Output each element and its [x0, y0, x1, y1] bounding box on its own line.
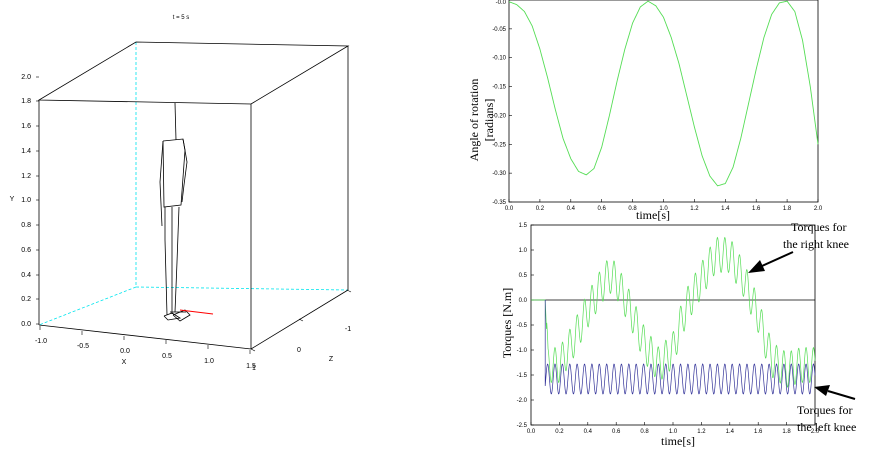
torque-y-tick-label: -2.0: [517, 398, 528, 404]
angle-line: [508, 0, 819, 187]
x-axis-label: X: [122, 359, 127, 366]
torque-x-tick-label: 2.0: [811, 429, 820, 435]
z-axis-label: Z: [329, 356, 334, 363]
torque-y-tick-label: 1.0: [519, 248, 528, 254]
arrow-left-knee: [814, 385, 856, 400]
torque-y-tick-label: -1.5: [517, 373, 528, 379]
angle-x-tick-label: 0.4: [567, 206, 576, 212]
annotation-right-knee-line1: Torques for: [791, 220, 846, 234]
angle-y-label-line1: Angle of rotation: [467, 79, 481, 162]
torque-y-tick-label: -2.5: [517, 423, 528, 429]
y-tick-label: 0.4: [21, 272, 31, 279]
angle-x-tick-label: 0.2: [536, 206, 545, 212]
z-axis-3d: 1 0 -1 Z: [250, 289, 351, 372]
angle-y-tick-label: -0.25: [492, 142, 506, 148]
torque-x-tick-label: 0.6: [612, 429, 621, 435]
angle-y-tick-label: -0.30: [492, 171, 506, 177]
y-tick-label: 1.2: [21, 173, 31, 180]
x-tick-label: -0.5: [77, 343, 89, 350]
angle-x-tick-label: 1.0: [659, 206, 668, 212]
y-tick-label: 0.6: [21, 247, 31, 254]
torque-x-ticks: 0.0 0.2 0.4 0.6 0.8 1.0 1.2 1.4 1.6 1.8 2.0: [527, 422, 820, 435]
stick-figure: [159, 102, 191, 322]
torque-x-tick-label: 0.0: [527, 429, 536, 435]
torque-x-tick-label: 0.8: [640, 429, 649, 435]
angle-plot: -0.0 -0.05 -0.10 -0.15 -0.20 -0.25 -0.30 -0.35…: [467, 0, 823, 222]
y-tick-label: 1.0: [21, 197, 31, 204]
y-axis-label: Y: [10, 196, 15, 203]
annotation-right-knee-line2: the right knee: [783, 237, 849, 251]
z-tick-label: 0: [297, 347, 301, 354]
angle-plot-frame: [508, 0, 819, 203]
angle-x-tick-label: 0.8: [628, 206, 637, 212]
x-tick-label: 1.0: [204, 358, 214, 365]
torque-y-tick-label: 1.5: [519, 223, 528, 229]
torque-x-tick-label: 1.8: [782, 429, 791, 435]
torque-y-tick-label: -0.5: [517, 323, 528, 329]
left-knee-torque-line: [544, 300, 816, 395]
y-tick-label: 1.4: [21, 148, 31, 155]
annotation-left-knee-line1: Torques for: [797, 403, 852, 417]
foot-trace: [179, 309, 214, 315]
angle-x-tick-label: 1.4: [721, 206, 730, 212]
arrow-right-knee: [748, 251, 794, 273]
annotation-left-knee-line2: the left knee: [797, 420, 856, 434]
scene-title: t = 5 s: [173, 15, 190, 21]
right-knee-torque-line: [531, 236, 816, 388]
x-tick-label: -1.0: [35, 338, 47, 345]
torque-x-tick-label: 1.6: [754, 429, 763, 435]
x-axis-3d: -1.0 -0.5 0.0 0.5 1.0 1.5 X: [35, 326, 256, 370]
torque-y-label: Torques [N.m]: [500, 288, 514, 358]
angle-x-tick-label: 1.8: [783, 206, 792, 212]
3d-scene-plot: t = 5 s: [10, 15, 352, 372]
angle-x-tick-label: 1.2: [690, 206, 699, 212]
torque-y-tick-label: -1.0: [517, 348, 528, 354]
angle-x-label: time[s]: [636, 208, 670, 222]
x-tick-label: 0.5: [162, 353, 172, 360]
angle-x-tick-label: 0.0: [505, 206, 514, 212]
y-tick-label: 2.0: [21, 74, 31, 81]
angle-x-ticks: 0.0 0.2 0.4 0.6 0.8 1.0 1.2 1.4 1.6 1.8 2.0: [505, 199, 823, 212]
angle-y-tick-label: -0.35: [492, 200, 506, 206]
angle-y-tick-label: -0.20: [492, 113, 506, 119]
angle-x-tick-label: 0.6: [598, 206, 607, 212]
torque-y-tick-label: 0.5: [519, 273, 528, 279]
torque-plot: 1.51.00.50.0-0.5-1.0-1.5-2.0-2.5 0.0 0.2 0…: [500, 220, 856, 448]
angle-y-tick-label: -0.10: [492, 56, 506, 62]
torque-x-tick-label: 0.4: [584, 429, 593, 435]
angle-y-label-line2: [radians]: [482, 99, 496, 142]
z-tick-label: 1: [252, 365, 256, 372]
angle-x-tick-label: 1.6: [752, 206, 761, 212]
y-tick-label: 0.8: [21, 222, 31, 229]
y-tick-label: 1.6: [21, 123, 31, 130]
torque-x-tick-label: 1.4: [726, 429, 735, 435]
angle-y-ticks: -0.05 -0.10 -0.15 -0.20 -0.25 -0.30 -0.35: [492, 27, 512, 206]
x-tick-label: 0.0: [120, 348, 130, 355]
scene-box: [37, 41, 350, 350]
x-tick-label: 1.5: [246, 363, 256, 370]
angle-y-tick-partial: -0.0: [496, 0, 507, 6]
y-axis-3d: 0.0 0.2 0.4 0.6 0.8 1.0 1.2 1.4 1.6 1.8 …: [10, 74, 39, 328]
torque-x-tick-label: 1.0: [669, 429, 678, 435]
torque-y-ticks: 1.5 1.0 0.5 0.0 -0.5 -1.0 -1.5 -2.0 -2.5: [517, 223, 534, 429]
angle-x-tick-label: 2.0: [814, 206, 823, 212]
angle-y-tick-label: -0.15: [492, 85, 506, 91]
z-tick-label: -1: [345, 326, 351, 333]
y-tick-label: 0.0: [21, 321, 31, 328]
torque-plot-frame: [530, 224, 816, 426]
torque-y-tick-label: 0.0: [519, 298, 528, 304]
y-tick-label: 0.2: [21, 296, 31, 303]
hidden-axes: [38, 42, 349, 326]
torque-x-label: time[s]: [661, 434, 695, 448]
torque-x-tick-label: 1.2: [697, 429, 706, 435]
y-tick-label: 1.8: [21, 98, 31, 105]
angle-y-tick-label: -0.05: [492, 27, 506, 33]
torque-series: [531, 236, 816, 395]
angle-series: [508, 0, 819, 187]
torque-x-tick-label: 0.2: [555, 429, 564, 435]
